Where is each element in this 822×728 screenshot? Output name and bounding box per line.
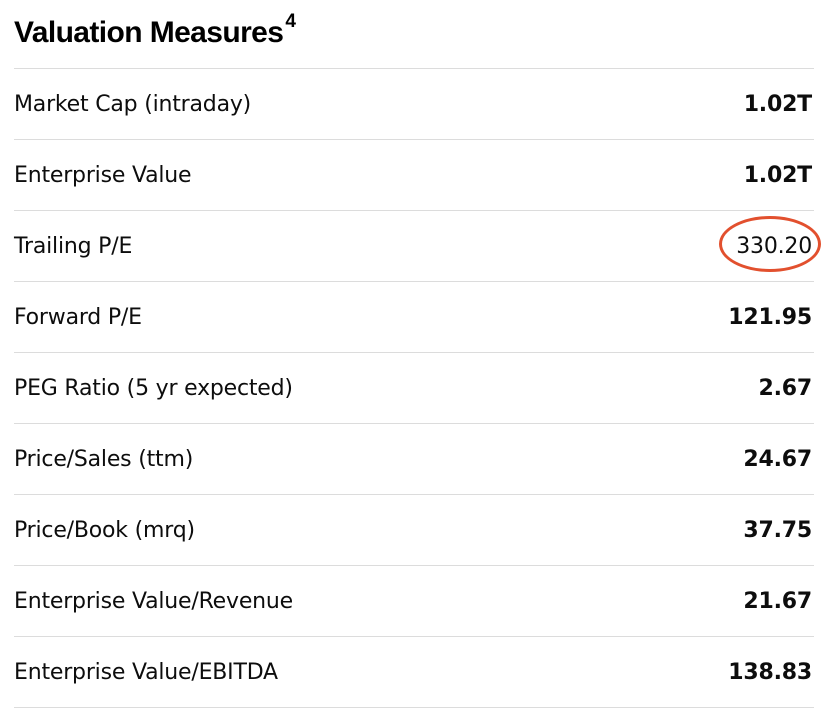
row-label: Price/Book (mrq): [14, 517, 195, 543]
table-row-market-cap: Market Cap (intraday) 1.02T: [14, 69, 814, 140]
row-value: 2.67: [758, 375, 813, 401]
row-value: 24.67: [743, 446, 812, 472]
row-label: Forward P/E: [14, 304, 142, 330]
table-row-price-book: Price/Book (mrq) 37.75: [14, 495, 814, 566]
table-row-enterprise-value: Enterprise Value 1.02T: [14, 140, 814, 211]
row-label: Market Cap (intraday): [14, 91, 252, 117]
row-value: 1.02T: [743, 91, 812, 117]
table-row-forward-pe: Forward P/E 121.95: [14, 282, 814, 353]
section-title-text: Valuation Measures: [14, 16, 284, 49]
row-value: 1.02T: [743, 162, 812, 188]
row-label: Price/Sales (ttm): [14, 446, 194, 472]
row-value: 37.75: [743, 517, 812, 543]
table-row-trailing-pe: Trailing P/E 330.20: [14, 211, 821, 282]
footnote-marker: 4: [285, 11, 296, 32]
row-value: 21.67: [743, 588, 812, 614]
table-row-ev-revenue: Enterprise Value/Revenue 21.67: [14, 566, 814, 637]
row-value: 121.95: [728, 304, 812, 330]
table-row-peg-ratio: PEG Ratio (5 yr expected) 2.67: [14, 353, 814, 424]
section-title: Valuation Measures 4: [14, 6, 296, 53]
row-label: Enterprise Value/EBITDA: [14, 659, 278, 685]
valuation-table: Market Cap (intraday) 1.02T Enterprise V…: [14, 68, 821, 708]
row-label: Trailing P/E: [14, 233, 133, 259]
row-label: Enterprise Value/Revenue: [14, 588, 293, 614]
row-label: PEG Ratio (5 yr expected): [14, 375, 293, 401]
row-value: 330.20: [736, 233, 812, 259]
table-row-ev-ebitda: Enterprise Value/EBITDA 138.83: [14, 637, 814, 708]
row-value: 138.83: [728, 659, 812, 685]
row-label: Enterprise Value: [14, 162, 192, 188]
table-row-price-sales: Price/Sales (ttm) 24.67: [14, 424, 814, 495]
